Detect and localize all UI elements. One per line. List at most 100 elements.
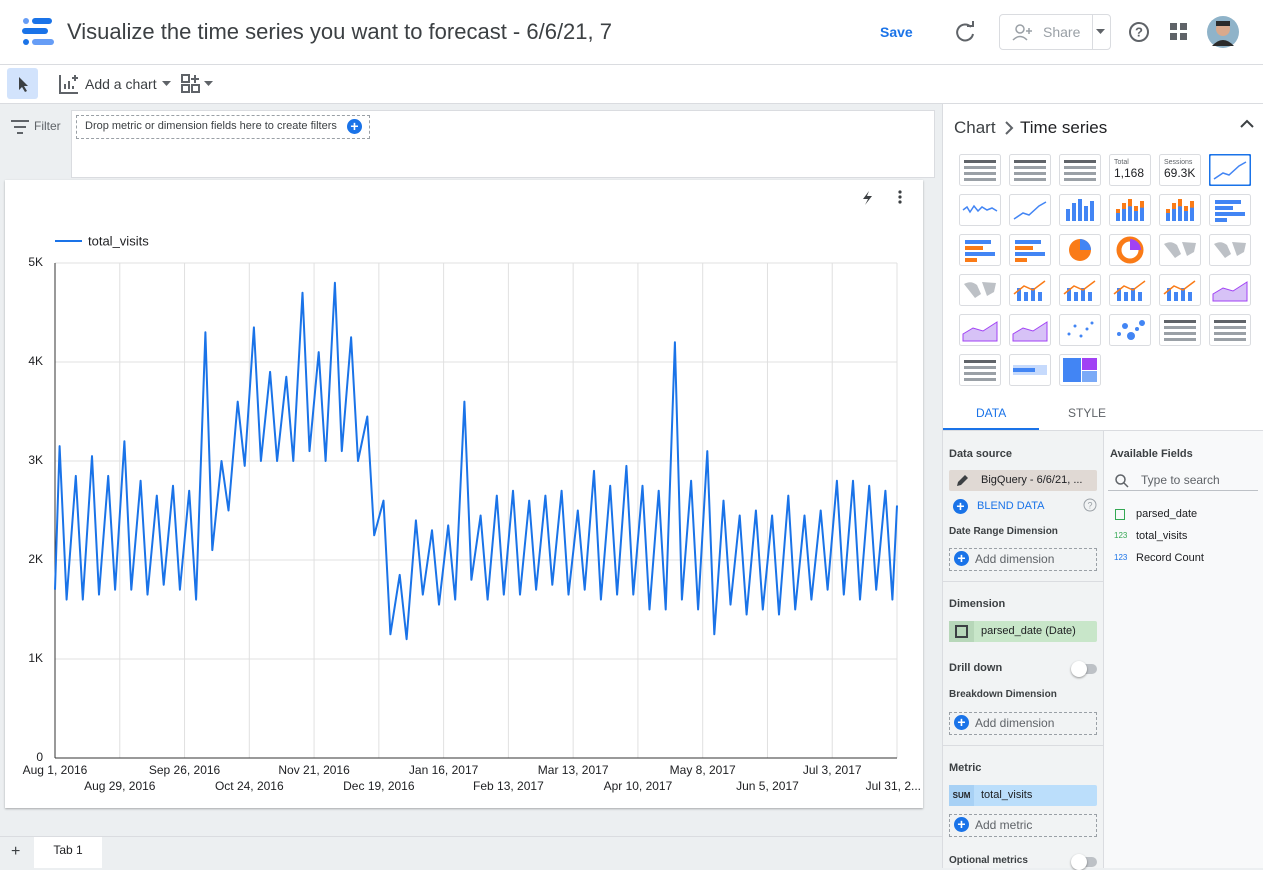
glyph [1015,240,1041,244]
optional-metrics-toggle[interactable] [1071,854,1097,870]
chart-type-icon[interactable] [1059,314,1101,346]
tab-data[interactable]: DATA [976,406,1007,420]
tab-style[interactable]: STYLE [1068,406,1107,420]
add-date-range[interactable]: + Add dimension [949,548,1097,571]
glyph [1074,292,1078,301]
field-type: 123 [1114,531,1128,540]
chart-type-icon[interactable] [1209,274,1251,306]
help-icon[interactable]: ? [1128,21,1150,43]
chart-type-icon[interactable] [1109,234,1151,266]
y-tick-label: 3K [28,453,43,467]
blend-data[interactable]: BLEND DATA [977,500,1045,512]
filter-drop-zone[interactable]: Drop metric or dimension fields here to … [71,110,935,178]
breadcrumb-chart[interactable]: Chart [954,118,996,137]
chart-type-icon[interactable] [1059,154,1101,186]
dimension-chip[interactable]: parsed_date (Date) [949,621,1097,642]
glyph [1014,172,1046,175]
chart-type-icon[interactable] [1109,274,1151,306]
chart-type-icon[interactable] [1159,194,1201,226]
glyph [965,246,983,250]
glyph [1134,206,1138,211]
glyph [1082,371,1097,382]
chart-type-icon[interactable] [1009,194,1051,226]
glyph [1081,288,1085,301]
metric-name: total_visits [981,789,1033,801]
chart-card[interactable]: 0 1K 2K 3K 4K 5K Aug 1, 2016 Aug 29, 2016 Sep 26… [5,180,923,808]
avatar[interactable] [1207,16,1239,48]
data-source[interactable]: BigQuery - 6/6/21, ... [949,470,1097,491]
glyph [1080,239,1091,250]
chart-type-icon[interactable] [1059,234,1101,266]
y-tick-label: 5K [28,255,43,269]
chart-type-icon[interactable] [1059,274,1101,306]
select-tool[interactable] [7,68,38,99]
chart-type-icon[interactable] [959,274,1001,306]
glyph [1130,239,1141,250]
available-fields-label: Available Fields [1110,448,1193,460]
add-chart[interactable]: Add a chart [85,76,157,92]
add-metric[interactable]: + Add metric [949,814,1097,837]
refresh-icon[interactable] [954,21,976,43]
field-search[interactable]: Type to search [1141,473,1220,487]
share-button[interactable]: Share [999,14,1111,50]
page-tab[interactable]: Tab 1 [34,837,102,868]
chart-type-icon[interactable] [1009,154,1051,186]
add-breakdown[interactable]: + Add dimension [949,712,1097,735]
glyph [1122,323,1128,329]
glyph [1014,160,1046,163]
add-control-icon[interactable] [180,73,214,95]
chart-type-icon[interactable] [959,354,1001,386]
glyph [1124,292,1128,301]
glyph [1090,321,1094,325]
collapse-icon[interactable] [1240,119,1254,129]
available-fields: Available Fields Type to search parsed_d… [1104,431,1263,868]
add-chart-icon[interactable] [58,73,80,95]
metric-chip[interactable]: SUM total_visits [949,785,1097,806]
chart-type-icon[interactable] [959,194,1001,226]
glyph [964,160,996,163]
chart-type-icon[interactable] [1009,314,1051,346]
glyph [1078,199,1082,221]
chart-type-icon[interactable] [1159,274,1201,306]
glyph [1072,203,1076,221]
field-item[interactable]: 123 Record Count [1114,552,1254,568]
chart-type-icon[interactable] [1009,354,1051,386]
save-button[interactable]: Save [880,24,913,40]
field-item[interactable]: 123 total_visits [1114,530,1254,546]
chart-type-icon[interactable] [1159,234,1201,266]
add-page[interactable]: + [11,843,21,860]
data-source-label: Data source [949,448,1012,460]
glyph [1038,292,1042,301]
glyph [1122,203,1126,209]
glyph [1135,327,1139,331]
glyph [1215,218,1227,222]
glyph [1139,320,1145,326]
glyph [1122,203,1126,221]
apps-icon[interactable] [1170,23,1188,41]
drill-down-toggle[interactable] [1071,661,1097,677]
chart-type-icon[interactable] [1209,154,1251,186]
chart-type-icon[interactable] [1159,314,1201,346]
chart-type-icon[interactable] [1109,194,1151,226]
glyph [1184,206,1188,211]
glyph [964,178,996,181]
glyph [1063,358,1081,382]
chart-type-icon[interactable] [959,314,1001,346]
chart-type-icon[interactable] [1209,194,1251,226]
chart-type-icon[interactable] [959,154,1001,186]
chart-type-icon[interactable] [1009,234,1051,266]
chart-type-icon[interactable] [1059,194,1101,226]
chart-type-icon[interactable] [1059,354,1101,386]
glyph [1172,203,1176,209]
chart-type-icon[interactable] [959,234,1001,266]
field-item[interactable]: parsed_date [1114,508,1254,524]
chart-type-icon[interactable] [1209,234,1251,266]
chart-type-icon[interactable] [1109,314,1151,346]
chart-type-icon[interactable] [1209,314,1251,346]
share-label: Share [1043,24,1081,40]
share-menu[interactable] [1096,29,1106,35]
glyph [1031,288,1035,301]
chart-type-icon[interactable] [1009,274,1051,306]
